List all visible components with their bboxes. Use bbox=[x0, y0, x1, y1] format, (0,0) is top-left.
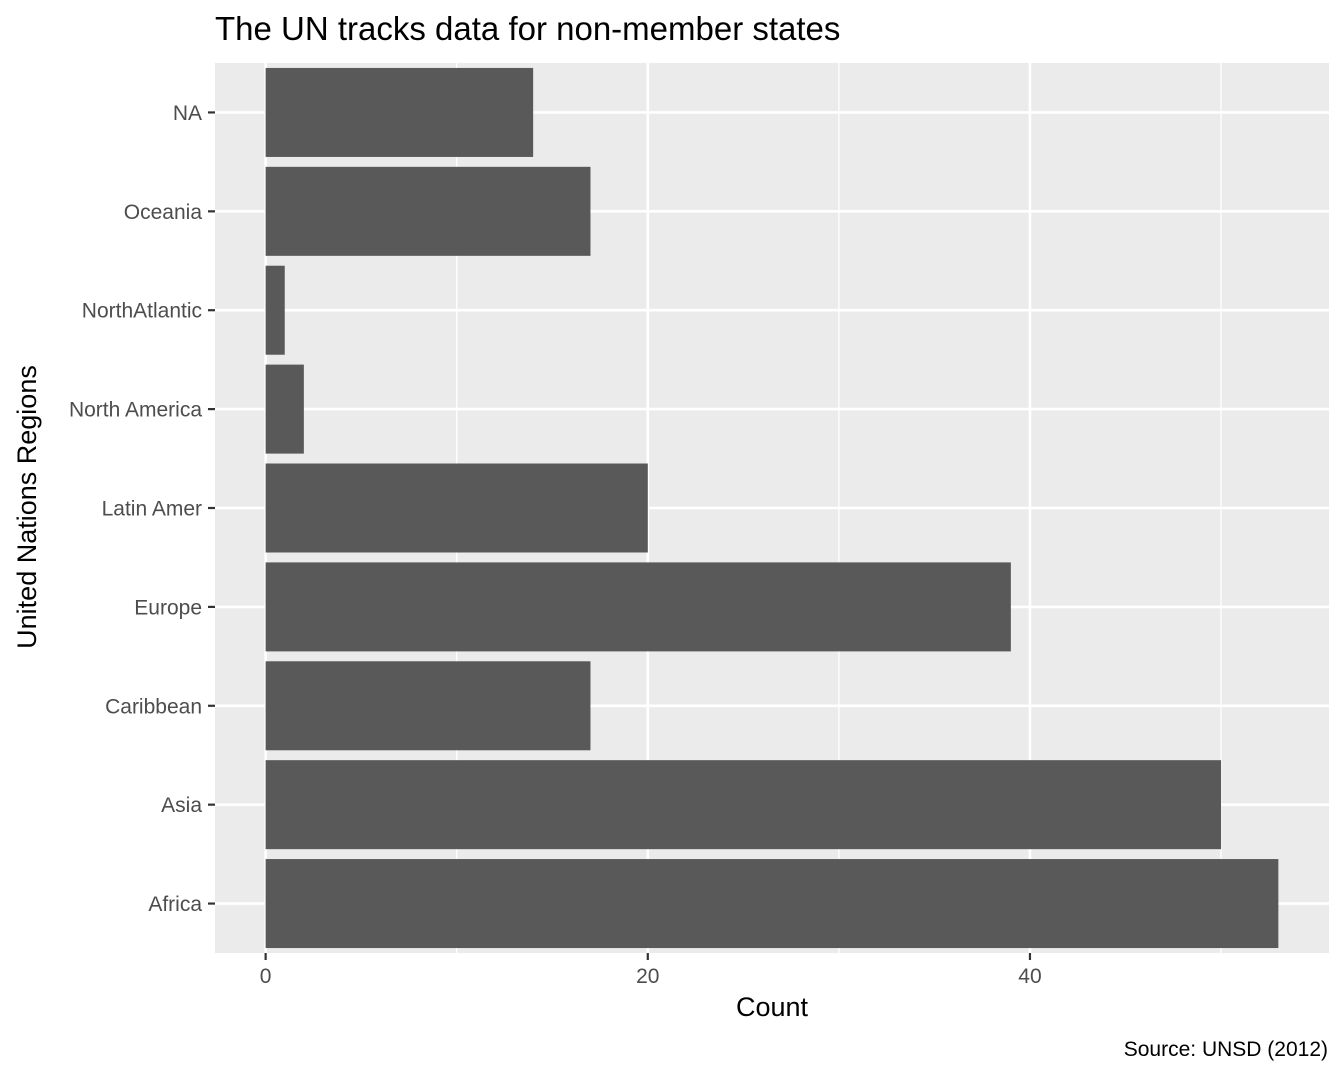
bar bbox=[265, 166, 591, 256]
x-axis: 0 20 40 bbox=[260, 953, 1042, 988]
y-axis-title: United Nations Regions bbox=[12, 365, 42, 649]
y-tick-label: Caribbean bbox=[105, 695, 202, 718]
x-tick-label: 20 bbox=[636, 965, 659, 988]
caption: Source: UNSD (2012) bbox=[1124, 1038, 1328, 1061]
bar bbox=[265, 265, 285, 355]
y-tick-label: NA bbox=[173, 102, 202, 125]
bar bbox=[265, 463, 648, 553]
y-tick-label: Latin Amer bbox=[102, 498, 202, 521]
bar bbox=[265, 364, 304, 454]
chart-title: The UN tracks data for non-member states bbox=[215, 10, 840, 47]
y-tick-label: Asia bbox=[161, 794, 202, 817]
x-tick-label: 40 bbox=[1018, 965, 1041, 988]
bar bbox=[265, 67, 534, 157]
x-tick-label: 0 bbox=[260, 965, 272, 988]
y-tick-label: North America bbox=[69, 399, 202, 422]
bar bbox=[265, 859, 1279, 949]
y-tick-label: Europe bbox=[134, 596, 202, 619]
x-axis-title: Count bbox=[736, 992, 809, 1022]
y-tick-label: NorthAtlantic bbox=[82, 300, 202, 323]
bar bbox=[265, 562, 1011, 652]
bars bbox=[265, 67, 1279, 949]
y-tick-label: Africa bbox=[148, 893, 202, 916]
y-axis: Africa Asia Caribbean Europe Latin Amer North… bbox=[69, 102, 215, 916]
bar bbox=[265, 760, 1222, 850]
y-tick-label: Oceania bbox=[124, 201, 203, 224]
bar bbox=[265, 661, 591, 751]
